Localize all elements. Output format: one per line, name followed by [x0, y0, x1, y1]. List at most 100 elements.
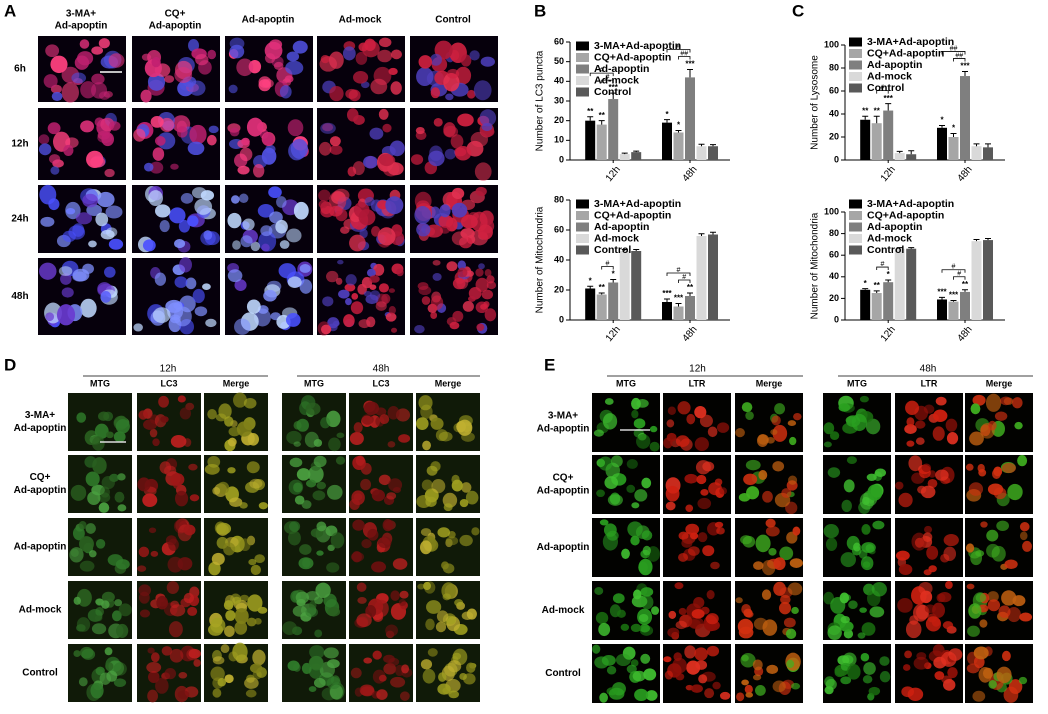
- y-tick-label: 0: [559, 314, 564, 324]
- cell: [452, 310, 464, 322]
- error-bar: [587, 116, 594, 121]
- cell: [1019, 531, 1028, 541]
- cell: [664, 670, 673, 680]
- bar: [585, 288, 596, 320]
- bar: [983, 240, 993, 320]
- error-bar: [873, 290, 880, 293]
- cell: [183, 524, 196, 536]
- cell: [437, 527, 451, 538]
- cell: [484, 269, 492, 277]
- cell: [220, 644, 230, 654]
- cell: [665, 485, 680, 502]
- cell: [301, 662, 312, 675]
- legend-label: CQ+Ad-apoptin: [867, 209, 944, 221]
- cell: [91, 73, 105, 85]
- cell: [151, 652, 160, 663]
- cell: [227, 212, 242, 229]
- comparison-label: #: [880, 84, 884, 91]
- cell: [916, 652, 927, 660]
- cell: [461, 482, 472, 493]
- cell: [416, 67, 434, 87]
- cell: [649, 441, 660, 452]
- cell: [187, 215, 199, 227]
- cell: [486, 281, 497, 290]
- error-bar: [973, 143, 980, 147]
- error-bar: [939, 296, 945, 300]
- cell: [79, 39, 90, 49]
- column-label: LTR: [921, 378, 938, 388]
- y-tick-label: 20: [554, 284, 564, 294]
- cell: [606, 665, 617, 675]
- cell: [296, 468, 311, 481]
- cell: [70, 484, 87, 501]
- cell: [859, 607, 867, 613]
- cell: [386, 492, 397, 500]
- cell: [895, 550, 910, 561]
- cell: [674, 582, 684, 590]
- cell: [914, 420, 926, 429]
- cell: [420, 540, 432, 555]
- cell: [174, 490, 189, 507]
- label: Control: [545, 668, 581, 679]
- cell: [481, 289, 494, 300]
- cell: [194, 198, 213, 215]
- cell: [288, 530, 301, 546]
- cell: [118, 603, 132, 617]
- cell: [451, 187, 465, 200]
- cell: [475, 186, 487, 197]
- cell: [861, 524, 871, 535]
- cell: [1017, 455, 1028, 467]
- cell: [174, 276, 188, 288]
- cell: [667, 627, 680, 638]
- cell: [327, 607, 341, 617]
- cell: [918, 582, 933, 596]
- cell: [943, 678, 956, 691]
- cell: [361, 539, 372, 549]
- comparison-bracket: [953, 58, 966, 62]
- cell: [148, 671, 160, 684]
- cell: [1012, 397, 1023, 409]
- error-bar: [687, 292, 693, 296]
- cell: [79, 536, 94, 552]
- cell: [279, 85, 292, 99]
- cell: [1004, 559, 1018, 570]
- y-tick-label: 50: [554, 56, 564, 66]
- error-bar: [985, 143, 991, 148]
- cell: [155, 204, 171, 218]
- cell: [966, 663, 980, 674]
- cell: [210, 617, 226, 633]
- cell: [38, 143, 52, 156]
- y-tick-label: 10: [554, 135, 564, 145]
- y-tick-label: 60: [554, 36, 564, 46]
- y-tick-label: 100: [824, 39, 839, 49]
- cell: [261, 243, 270, 252]
- cell: [437, 683, 451, 695]
- cell: [276, 196, 287, 208]
- cell: [279, 240, 290, 249]
- significance: **: [687, 283, 694, 292]
- cell: [595, 611, 609, 625]
- cell: [363, 401, 380, 416]
- cell: [879, 656, 890, 666]
- legend-label: 3-MA+Ad-apoptin: [594, 40, 681, 52]
- cell: [598, 622, 611, 637]
- legend-label: Ad-apoptin: [594, 63, 649, 75]
- error-bar: [873, 115, 880, 124]
- cell: [104, 266, 116, 278]
- cell: [223, 542, 236, 556]
- cell: [139, 609, 151, 618]
- significance: ***: [685, 60, 695, 69]
- bar: [883, 282, 894, 320]
- label: 3-MA+: [25, 410, 55, 421]
- cell: [668, 610, 677, 619]
- cell: [478, 263, 485, 270]
- y-tick-label: 20: [829, 131, 839, 141]
- cell: [111, 610, 122, 622]
- significance: *: [940, 116, 944, 125]
- cell: [85, 471, 100, 487]
- cell: [314, 596, 324, 605]
- cell: [229, 44, 245, 59]
- cell: [432, 259, 441, 266]
- cell: [188, 463, 198, 471]
- cell: [773, 557, 786, 571]
